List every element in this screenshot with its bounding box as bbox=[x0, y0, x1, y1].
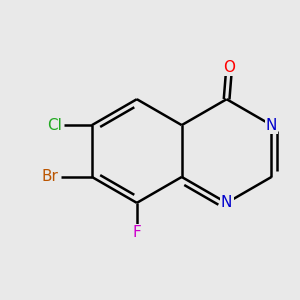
Text: Cl: Cl bbox=[47, 118, 62, 133]
Text: F: F bbox=[133, 225, 141, 240]
Text: N: N bbox=[221, 195, 232, 210]
Text: N: N bbox=[266, 118, 277, 133]
Text: Br: Br bbox=[41, 169, 58, 184]
Text: O: O bbox=[223, 60, 235, 75]
